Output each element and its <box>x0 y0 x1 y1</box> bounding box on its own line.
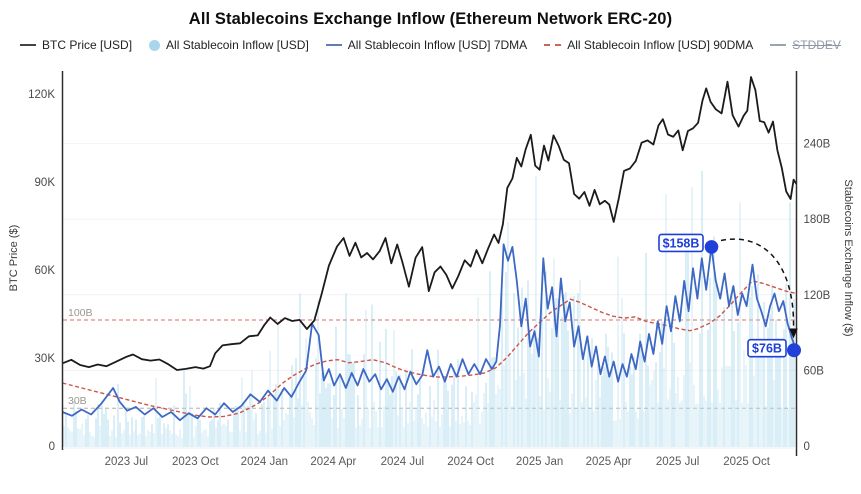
legend-label: All Stablecoin Inflow [USD] 90DMA <box>567 38 754 52</box>
x-axis-tick: 2024 Apr <box>310 456 356 468</box>
right-axis-tick: 60B <box>804 365 825 377</box>
right-axis-tick: 120B <box>804 290 831 302</box>
stddev-line-marker-icon <box>770 44 787 46</box>
left-axis-title: BTC Price ($) <box>8 225 20 292</box>
legend-item-stddev[interactable]: STDDEV <box>770 38 841 52</box>
legend-item-btc-price[interactable]: BTC Price [USD] <box>20 38 132 52</box>
annotation-badge-end-label: $76B <box>752 342 782 356</box>
legend-label: STDDEV <box>792 38 841 52</box>
ref-line-30b-label: 30B <box>68 395 87 407</box>
btc-price-line <box>62 76 797 371</box>
left-axis-tick: 0 <box>49 441 55 453</box>
chart-title: All Stablecoins Exchange Inflow (Ethereu… <box>188 10 673 28</box>
series-layer <box>62 76 797 422</box>
inflow-circle-marker-icon <box>149 39 161 51</box>
x-axis-tick: 2023 Oct <box>172 456 219 468</box>
legend: BTC Price [USD] All Stablecoin Inflow [U… <box>0 38 861 52</box>
x-axis-tick: 2023 Jul <box>105 456 148 468</box>
legend-item-stablecoin-inflow[interactable]: All Stablecoin Inflow [USD] <box>149 38 309 52</box>
bars-layer <box>63 170 795 447</box>
annotation-dot-peak <box>704 240 719 254</box>
x-axis-tick: 2025 Jan <box>516 456 563 468</box>
left-axis-tick: 120K <box>28 89 55 101</box>
axes-layer: 0 30K 60K 90K 120K 0 60B 120B 180B 240B 2023 Jul 20… <box>28 71 831 468</box>
left-axis-tick: 60K <box>35 265 56 277</box>
left-axis-tick: 90K <box>35 177 56 189</box>
btc-line-marker-icon <box>20 44 37 46</box>
dma7-line <box>62 243 797 422</box>
x-axis-tick: 2024 Oct <box>447 456 494 468</box>
legend-label: BTC Price [USD] <box>42 38 133 52</box>
annotation-badge-peak-label: $158B <box>663 236 700 250</box>
right-axis-tick: 0 <box>804 441 810 453</box>
annotation-badge-peak <box>658 233 704 253</box>
legend-item-inflow-7dma[interactable]: All Stablecoin Inflow [USD] 7DMA <box>325 38 528 52</box>
right-axis-tick: 240B <box>804 139 831 151</box>
dma90-dash-marker-icon <box>544 44 562 46</box>
annotation-arrowhead-icon <box>789 328 798 339</box>
legend-label: All Stablecoin Inflow [USD] 7DMA <box>347 38 528 52</box>
dma7-line-marker-icon <box>325 44 342 46</box>
annotation-dot-end <box>787 343 801 358</box>
annotation-arrow <box>720 238 795 330</box>
x-axis-tick: 2024 Jul <box>381 456 424 468</box>
x-axis-tick: 2025 Oct <box>723 456 770 468</box>
x-axis-tick: 2025 Apr <box>586 456 632 468</box>
right-axis-title: Stablecoins Exchange Inflow ($) <box>842 179 854 336</box>
right-axis-tick: 180B <box>804 214 831 226</box>
annotation-badge-end <box>747 338 787 358</box>
x-axis-tick: 2025 Jul <box>656 456 699 468</box>
ref-line-100b-label: 100B <box>68 307 93 319</box>
left-axis-tick: 30K <box>35 353 56 365</box>
x-axis-tick: 2024 Jan <box>241 456 288 468</box>
legend-label: All Stablecoin Inflow [USD] <box>166 38 309 52</box>
legend-item-inflow-90dma[interactable]: All Stablecoin Inflow [USD] 90DMA <box>544 38 753 52</box>
